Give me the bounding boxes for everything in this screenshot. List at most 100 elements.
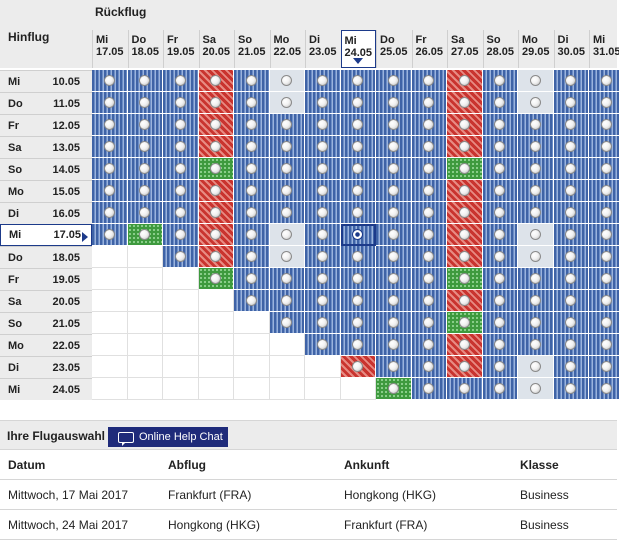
fare-cell-available[interactable] — [305, 136, 341, 158]
radio-icon[interactable] — [565, 75, 577, 86]
fare-cell-available[interactable] — [411, 268, 447, 290]
fare-cell-available[interactable] — [553, 180, 589, 202]
radio-icon[interactable] — [103, 207, 115, 218]
fare-cell-expensive[interactable] — [198, 114, 234, 136]
radio-icon[interactable] — [423, 207, 435, 218]
fare-cell-available[interactable] — [376, 136, 412, 158]
return-day-header[interactable]: Fr 26.05 — [411, 30, 448, 68]
radio-icon[interactable] — [565, 273, 577, 284]
fare-cell-available[interactable] — [92, 136, 128, 158]
radio-icon[interactable] — [529, 97, 541, 108]
fare-cell-available[interactable] — [482, 246, 518, 268]
fare-cell-available[interactable] — [269, 290, 305, 312]
return-day-header[interactable]: Do 18.05 — [127, 30, 164, 68]
fare-cell-limited[interactable] — [518, 92, 554, 114]
radio-icon[interactable] — [458, 97, 470, 108]
fare-cell-expensive[interactable] — [447, 246, 483, 268]
fare-cell-cheapest[interactable] — [447, 268, 483, 290]
fare-cell-available[interactable] — [127, 70, 163, 92]
radio-icon[interactable] — [387, 75, 399, 86]
fare-cell-available[interactable] — [269, 114, 305, 136]
radio-icon[interactable] — [423, 339, 435, 350]
radio-icon[interactable] — [245, 163, 257, 174]
radio-icon[interactable] — [458, 163, 470, 174]
fare-cell-available[interactable] — [234, 92, 270, 114]
radio-icon[interactable] — [458, 339, 470, 350]
fare-cell-cheapest[interactable] — [127, 224, 163, 246]
outbound-day-header[interactable]: Mi 17.05 — [0, 224, 92, 246]
radio-icon[interactable] — [494, 295, 506, 306]
radio-icon[interactable] — [281, 251, 293, 262]
fare-cell-available[interactable] — [305, 202, 341, 224]
radio-icon[interactable] — [529, 207, 541, 218]
fare-cell-available[interactable] — [163, 92, 199, 114]
return-day-header[interactable]: Mi 24.05 — [340, 30, 376, 68]
radio-icon[interactable] — [458, 229, 470, 240]
fare-cell-available[interactable] — [340, 180, 376, 202]
fare-cell-available[interactable] — [305, 114, 341, 136]
radio-icon[interactable] — [352, 295, 364, 306]
fare-cell-available[interactable] — [482, 356, 518, 378]
radio-icon[interactable] — [316, 97, 328, 108]
radio-icon[interactable] — [281, 141, 293, 152]
fare-cell-limited[interactable] — [269, 70, 305, 92]
radio-icon[interactable] — [494, 339, 506, 350]
fare-cell-available[interactable] — [376, 158, 412, 180]
fare-cell-available[interactable] — [518, 290, 554, 312]
fare-cell-available[interactable] — [447, 378, 483, 400]
radio-icon[interactable] — [352, 339, 364, 350]
radio-icon[interactable] — [458, 251, 470, 262]
fare-cell-available[interactable] — [92, 180, 128, 202]
radio-icon[interactable] — [174, 229, 186, 240]
radio-icon[interactable] — [316, 229, 328, 240]
radio-icon[interactable] — [387, 251, 399, 262]
radio-icon[interactable] — [281, 295, 293, 306]
radio-icon[interactable] — [174, 97, 186, 108]
fare-cell-available[interactable] — [411, 202, 447, 224]
radio-icon[interactable] — [352, 317, 364, 328]
radio-icon[interactable] — [352, 207, 364, 218]
fare-cell-available[interactable] — [553, 356, 589, 378]
outbound-day-header[interactable]: Di 16.05 — [0, 202, 92, 224]
radio-icon[interactable] — [458, 383, 470, 394]
radio-icon[interactable] — [600, 339, 612, 350]
fare-cell-cheapest[interactable] — [376, 378, 412, 400]
fare-cell-expensive[interactable] — [447, 224, 483, 246]
return-day-header[interactable]: Mi 17.05 — [92, 30, 128, 68]
radio-icon[interactable] — [565, 97, 577, 108]
fare-cell-limited[interactable] — [269, 92, 305, 114]
fare-cell-expensive[interactable] — [198, 180, 234, 202]
fare-cell-available[interactable] — [482, 202, 518, 224]
return-day-header[interactable]: Mi 31.05 — [589, 30, 619, 68]
radio-icon[interactable] — [352, 163, 364, 174]
radio-icon[interactable] — [281, 207, 293, 218]
radio-icon[interactable] — [316, 163, 328, 174]
fare-cell-available[interactable] — [553, 290, 589, 312]
fare-cell-available[interactable] — [234, 224, 270, 246]
fare-cell-available[interactable] — [589, 158, 619, 180]
radio-icon[interactable] — [529, 295, 541, 306]
outbound-day-header[interactable]: Mo 22.05 — [0, 334, 92, 356]
radio-icon[interactable] — [565, 383, 577, 394]
fare-cell-available[interactable] — [411, 334, 447, 356]
fare-cell-available[interactable] — [269, 268, 305, 290]
fare-cell-limited[interactable] — [269, 224, 305, 246]
fare-cell-available[interactable] — [305, 268, 341, 290]
fare-cell-available[interactable] — [269, 312, 305, 334]
fare-cell-available[interactable] — [163, 136, 199, 158]
fare-cell-available[interactable] — [376, 312, 412, 334]
fare-cell-available[interactable] — [305, 334, 341, 356]
radio-icon[interactable] — [245, 229, 257, 240]
radio-icon[interactable] — [245, 141, 257, 152]
fare-cell-available[interactable] — [518, 334, 554, 356]
radio-icon[interactable] — [494, 97, 506, 108]
fare-cell-available[interactable] — [269, 202, 305, 224]
radio-icon[interactable] — [565, 339, 577, 350]
online-help-chat-button[interactable]: Online Help Chat — [108, 427, 228, 447]
radio-icon[interactable] — [600, 317, 612, 328]
fare-cell-available[interactable] — [482, 136, 518, 158]
radio-icon[interactable] — [103, 75, 115, 86]
radio-icon[interactable] — [494, 207, 506, 218]
fare-cell-available[interactable] — [376, 224, 412, 246]
radio-icon[interactable] — [387, 119, 399, 130]
